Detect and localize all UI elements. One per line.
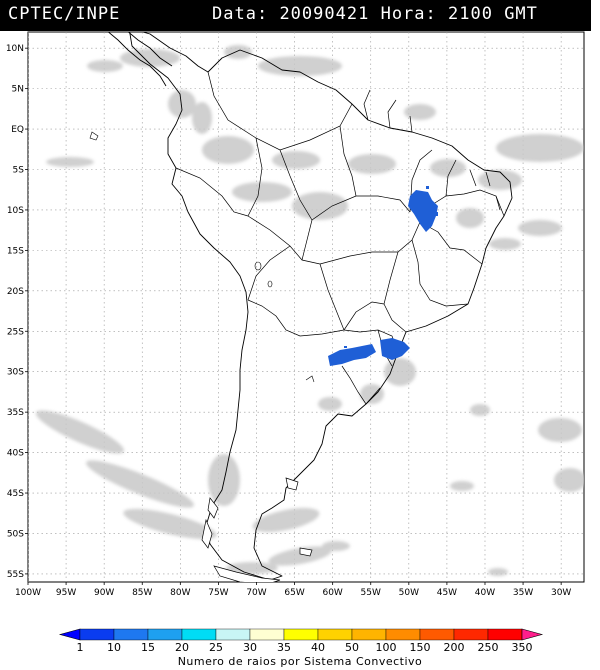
time-value: 2100 GMT — [448, 4, 538, 24]
gridlines — [28, 32, 584, 582]
cloud-cover — [35, 45, 584, 576]
colorbar-segment — [147, 628, 183, 641]
colorbar-tick-label: 30 — [243, 641, 257, 654]
lat-tick-label: 20S — [7, 287, 24, 297]
lightning-fleck — [436, 212, 438, 216]
central-america-coastline-north — [127, 32, 173, 67]
colorbar-tick-label: 40 — [311, 641, 325, 654]
tierra-del-fuego-islands — [201, 477, 313, 582]
lat-tick-label: 40S — [7, 449, 24, 459]
colorbar-high-triangle — [521, 628, 544, 641]
lon-tick-label: 55W — [361, 588, 381, 598]
lon-tick-label: 100W — [15, 588, 41, 598]
lat-tick-label: 25S — [7, 327, 24, 337]
colorbar-segment — [283, 628, 319, 641]
lat-tick-label: 30S — [7, 368, 24, 378]
lightning-cell-southern-brazil-east — [380, 338, 410, 360]
colorbar-segment — [453, 628, 489, 641]
lon-tick-label: 80W — [170, 588, 190, 598]
source-label: CPTEC/INPE — [8, 4, 121, 24]
lon-tick-label: 90W — [94, 588, 114, 598]
colorbar-tick-label: 10 — [107, 641, 121, 654]
lon-tick-label: 40W — [475, 588, 495, 598]
colorbar-tick-label: 350 — [512, 641, 533, 654]
colorbar — [58, 628, 544, 641]
colorbar-tick-label: 250 — [478, 641, 499, 654]
country-borders — [175, 71, 505, 405]
colorbar-title: Numero de raios por Sistema Convectivo — [177, 655, 423, 668]
lightning-cell-northeast-brazil — [408, 190, 438, 232]
colorbar-segment — [79, 628, 115, 641]
colorbar-tick-label: 100 — [376, 641, 397, 654]
colorbar-tick-label: 25 — [209, 641, 223, 654]
date-label: Data: — [212, 4, 269, 24]
colorbar-segment — [419, 628, 455, 641]
date-value: 20090421 — [279, 4, 370, 24]
colorbar-segment — [351, 628, 387, 641]
colorbar-tick-label: 20 — [175, 641, 189, 654]
colorbar-tick-label: 35 — [277, 641, 291, 654]
colorbar-low-triangle — [58, 628, 81, 641]
colorbar-tick-label: 15 — [141, 641, 155, 654]
latitude-tick-labels: 10N 5N EQ 5S 10S 15S 20S 25S 30S 35S 40S 45S 50S 55S — [6, 44, 28, 580]
lat-tick-label: 50S — [7, 529, 24, 539]
lon-tick-label: 65W — [284, 588, 304, 598]
map-frame — [27, 31, 585, 583]
header-bar: CPTEC/INPE Data: 20090421 Hora: 2100 GMT — [0, 0, 591, 31]
lat-tick-label: 55S — [7, 570, 24, 580]
lon-tick-label: 45W — [437, 588, 457, 598]
lat-tick-label: 10S — [7, 206, 24, 216]
colorbar-segment — [113, 628, 149, 641]
colorbar-labels: 1 10 15 20 25 30 35 40 50 100 150 200 250 350 — [77, 641, 533, 654]
lat-tick-label: 35S — [7, 408, 24, 418]
lightning-fleck — [426, 186, 429, 189]
colorbar-segment — [215, 628, 251, 641]
central-america-coastline — [107, 32, 167, 87]
colorbar-tick-label: 150 — [410, 641, 431, 654]
lat-tick-label: 5S — [13, 166, 25, 176]
lon-tick-label: 95W — [56, 588, 76, 598]
lon-tick-label: 60W — [322, 588, 342, 598]
colorbar-segment — [487, 628, 523, 641]
convective-lightning-cells — [328, 186, 438, 366]
colorbar-segment — [317, 628, 353, 641]
lon-tick-label: 70W — [246, 588, 266, 598]
lat-tick-label: EQ — [11, 125, 24, 135]
inland-water — [89, 131, 315, 383]
lat-tick-label: 10N — [6, 44, 24, 54]
longitude-tick-labels: 100W 95W 90W 85W 80W 75W 70W 65W 60W 55W 50W 45W 40W… — [15, 582, 571, 598]
lon-tick-label: 30W — [551, 588, 571, 598]
lon-tick-label: 85W — [132, 588, 152, 598]
colorbar-segment — [181, 628, 217, 641]
lon-tick-label: 35W — [513, 588, 533, 598]
lon-tick-label: 50W — [399, 588, 419, 598]
colorbar-tick-label: 1 — [77, 641, 84, 654]
colorbar-tick-label: 200 — [444, 641, 465, 654]
lat-tick-label: 45S — [7, 489, 24, 499]
colorbar-segment — [249, 628, 285, 641]
lat-tick-label: 5N — [12, 85, 24, 95]
time-label: Hora: — [380, 4, 437, 24]
lon-tick-label: 75W — [208, 588, 228, 598]
lightning-fleck — [344, 346, 347, 348]
colorbar-tick-label: 50 — [345, 641, 359, 654]
date-time-label: Data: 20090421 Hora: 2100 GMT — [212, 4, 538, 24]
lightning-cell-southern-brazil-west — [328, 344, 376, 366]
colorbar-segment — [385, 628, 421, 641]
lat-tick-label: 15S — [7, 246, 24, 256]
